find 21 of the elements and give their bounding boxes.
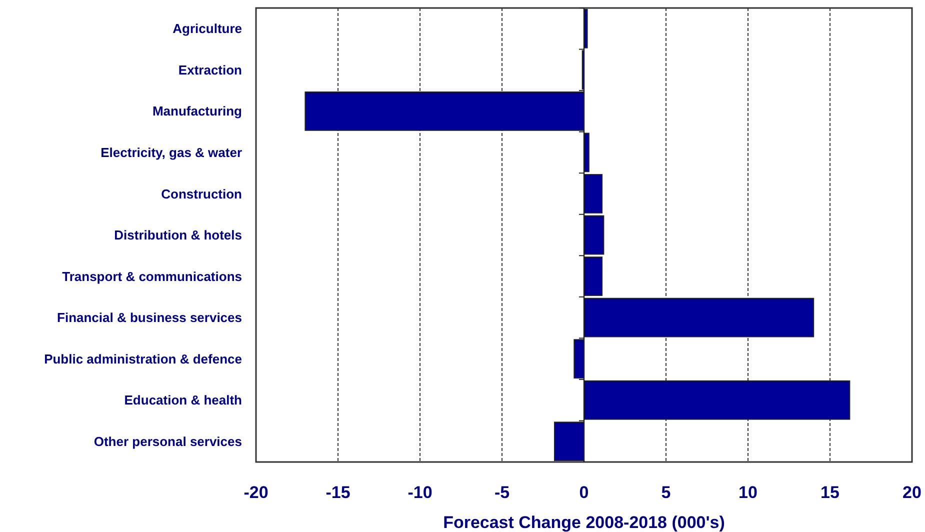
y-tick-label: Public administration & defence: [44, 351, 242, 366]
y-tick-label: Transport & communications: [62, 268, 242, 284]
y-tick-label: Extraction: [178, 62, 242, 78]
x-tick-label: 15: [820, 483, 840, 502]
x-tick-label: -20: [244, 483, 268, 502]
x-tick-label: 20: [902, 483, 922, 502]
y-tick-label: Manufacturing: [152, 104, 242, 119]
x-tick-label: 10: [738, 483, 758, 502]
y-tick-label: Distribution & hotels: [114, 228, 242, 243]
y-tick-label: Construction: [161, 186, 242, 202]
y-tick-label: Electricity, gas & water: [100, 145, 242, 160]
y-tick-label: Education & health: [124, 392, 242, 408]
y-tick-label: Agriculture: [172, 21, 242, 36]
x-tick-label: -15: [326, 483, 350, 502]
y-tick-label: Financial & business services: [57, 310, 242, 326]
x-tick-label: 0: [579, 483, 589, 502]
y-tick-label: Other personal services: [94, 434, 242, 449]
x-axis-title: Forecast Change 2008-2018 (000's): [443, 513, 725, 532]
x-tick-label: 5: [661, 483, 671, 502]
x-tick-label: -5: [494, 483, 510, 502]
x-tick-label: -10: [408, 483, 432, 502]
